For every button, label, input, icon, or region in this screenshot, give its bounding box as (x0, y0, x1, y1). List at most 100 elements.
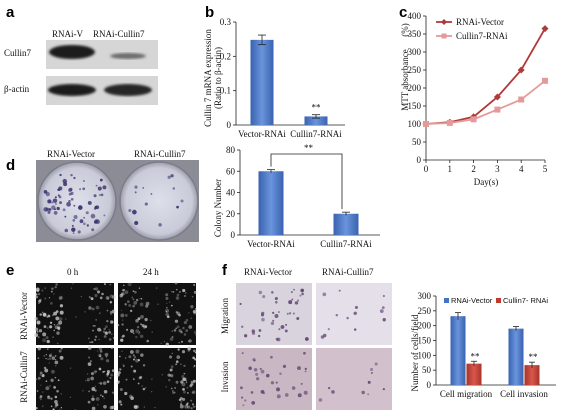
wound-cell-speck (40, 398, 42, 401)
transwell-cell-dot (280, 325, 285, 329)
wound-cell-speck (41, 405, 44, 408)
wound-cell-speck (38, 302, 40, 305)
wound-cell-speck (86, 373, 89, 375)
wound-cell-speck (103, 389, 108, 394)
wound-cell-speck (97, 404, 99, 406)
transwell-cell-dot (277, 311, 280, 313)
wound-cell-speck (183, 333, 187, 336)
wound-cell-speck (54, 395, 58, 399)
wound-cell-texture (34, 281, 198, 411)
colony-dot (72, 232, 75, 234)
wound-cell-speck (165, 308, 170, 313)
wound-cell-speck (34, 327, 39, 332)
wound-cell-speck (193, 365, 196, 367)
colony-dot (142, 187, 145, 189)
wound-cell-speck (166, 315, 170, 319)
chart-f-ylabel: Number of cells/field (410, 314, 420, 391)
colony-dot (78, 205, 83, 210)
wound-cell-speck (138, 376, 142, 380)
wound-cell-speck (88, 296, 91, 299)
wound-cell-speck (55, 403, 59, 407)
transwell-cell-dot (274, 297, 278, 301)
wound-cell-speck (174, 387, 177, 389)
colony-dot (53, 211, 58, 215)
wound-cell-speck (121, 323, 124, 326)
wound-cell-speck (109, 377, 112, 380)
wound-cell-speck (170, 290, 173, 293)
wound-cell-speck (59, 295, 63, 300)
wound-cell-speck (45, 354, 47, 356)
wound-cell-speck (179, 363, 182, 366)
wound-cell-speck (56, 331, 60, 335)
wound-cell-speck (88, 356, 91, 359)
wound-cell-speck (58, 296, 63, 300)
wound-cell-speck (41, 374, 45, 378)
wound-cell-speck (133, 369, 137, 373)
transwell-cell-dot (382, 388, 385, 391)
colony-dot (72, 219, 76, 222)
wound-cell-speck (102, 381, 107, 385)
wound-cell-speck (170, 387, 173, 390)
colony-dot (73, 176, 76, 180)
wound-cell-speck (39, 371, 43, 375)
blot-row-label-cullin7: Cullin7 (4, 48, 32, 58)
wound-cell-speck (46, 339, 50, 344)
wound-cell-speck (136, 325, 140, 329)
transwell-cell-dot (361, 390, 365, 395)
chart-d-ytick-label: 40 (226, 188, 236, 198)
wound-cell-speck (176, 355, 181, 359)
wound-cell-speck (74, 409, 76, 411)
wound-cell-speck (49, 321, 53, 324)
chart-c-ytick-label: 400 (408, 11, 422, 21)
transwell-cell-dot (265, 373, 270, 378)
wound-cell-speck (57, 379, 60, 382)
wound-cell-speck (37, 357, 40, 359)
colony-dot (73, 215, 78, 219)
chart-f-ytick-label: 50 (422, 365, 432, 375)
wound-cell-speck (50, 290, 53, 293)
wound-cell-speck (116, 373, 120, 377)
wound-cell-speck (172, 290, 175, 293)
transwell-cell-dot (284, 329, 288, 333)
wound-cell-speck (117, 380, 121, 383)
chart-c-xlabel: Day(s) (474, 177, 499, 187)
chart-c-ytick-label: 350 (408, 29, 422, 39)
wound-cell-speck (137, 382, 140, 385)
transwell-cell-dot (260, 369, 265, 374)
transwell-cell-dot (288, 300, 293, 305)
wound-cell-speck (38, 329, 43, 333)
wound-cell-speck (52, 314, 54, 316)
transwell-cell-dot (271, 291, 274, 294)
wound-cell-speck (190, 305, 194, 309)
transwell-migration-vector (236, 283, 312, 345)
wound-cell-speck (110, 312, 113, 315)
transwell-cell-dot (303, 351, 306, 355)
colony-dot (59, 201, 62, 205)
wound-cell-speck (89, 341, 91, 344)
colony-dot (128, 208, 132, 212)
wound-cell-speck (163, 340, 166, 343)
wound-cell-speck (133, 300, 138, 305)
colony-dot (134, 191, 137, 194)
wound-cell-speck (185, 318, 189, 322)
colony-dot (95, 184, 98, 187)
chart-c-ytick-label: 100 (408, 119, 422, 129)
transwell-cell-dot (250, 391, 254, 394)
wound-cell-speck (99, 296, 103, 300)
transwell-cell-dot (276, 387, 280, 392)
chart-c-xtick-label: 4 (519, 164, 524, 174)
wound-cell-speck (135, 335, 138, 339)
wound-cell-speck (140, 323, 142, 325)
chart-c-legend-marker (441, 19, 447, 25)
wound-cell-speck (48, 357, 52, 361)
transwell-cell-dot (285, 323, 288, 326)
wound-cell-speck (182, 388, 185, 391)
wound-cell-speck (150, 390, 153, 393)
chart-f-ytick-label: 250 (418, 306, 432, 316)
transwell-cell-dot (258, 290, 263, 295)
wound-cell-speck (186, 392, 189, 394)
wound-cell-speck (55, 310, 59, 313)
transwell-cell-dot (279, 372, 282, 375)
colony-dot (167, 175, 171, 179)
wound-cell-speck (105, 356, 108, 358)
